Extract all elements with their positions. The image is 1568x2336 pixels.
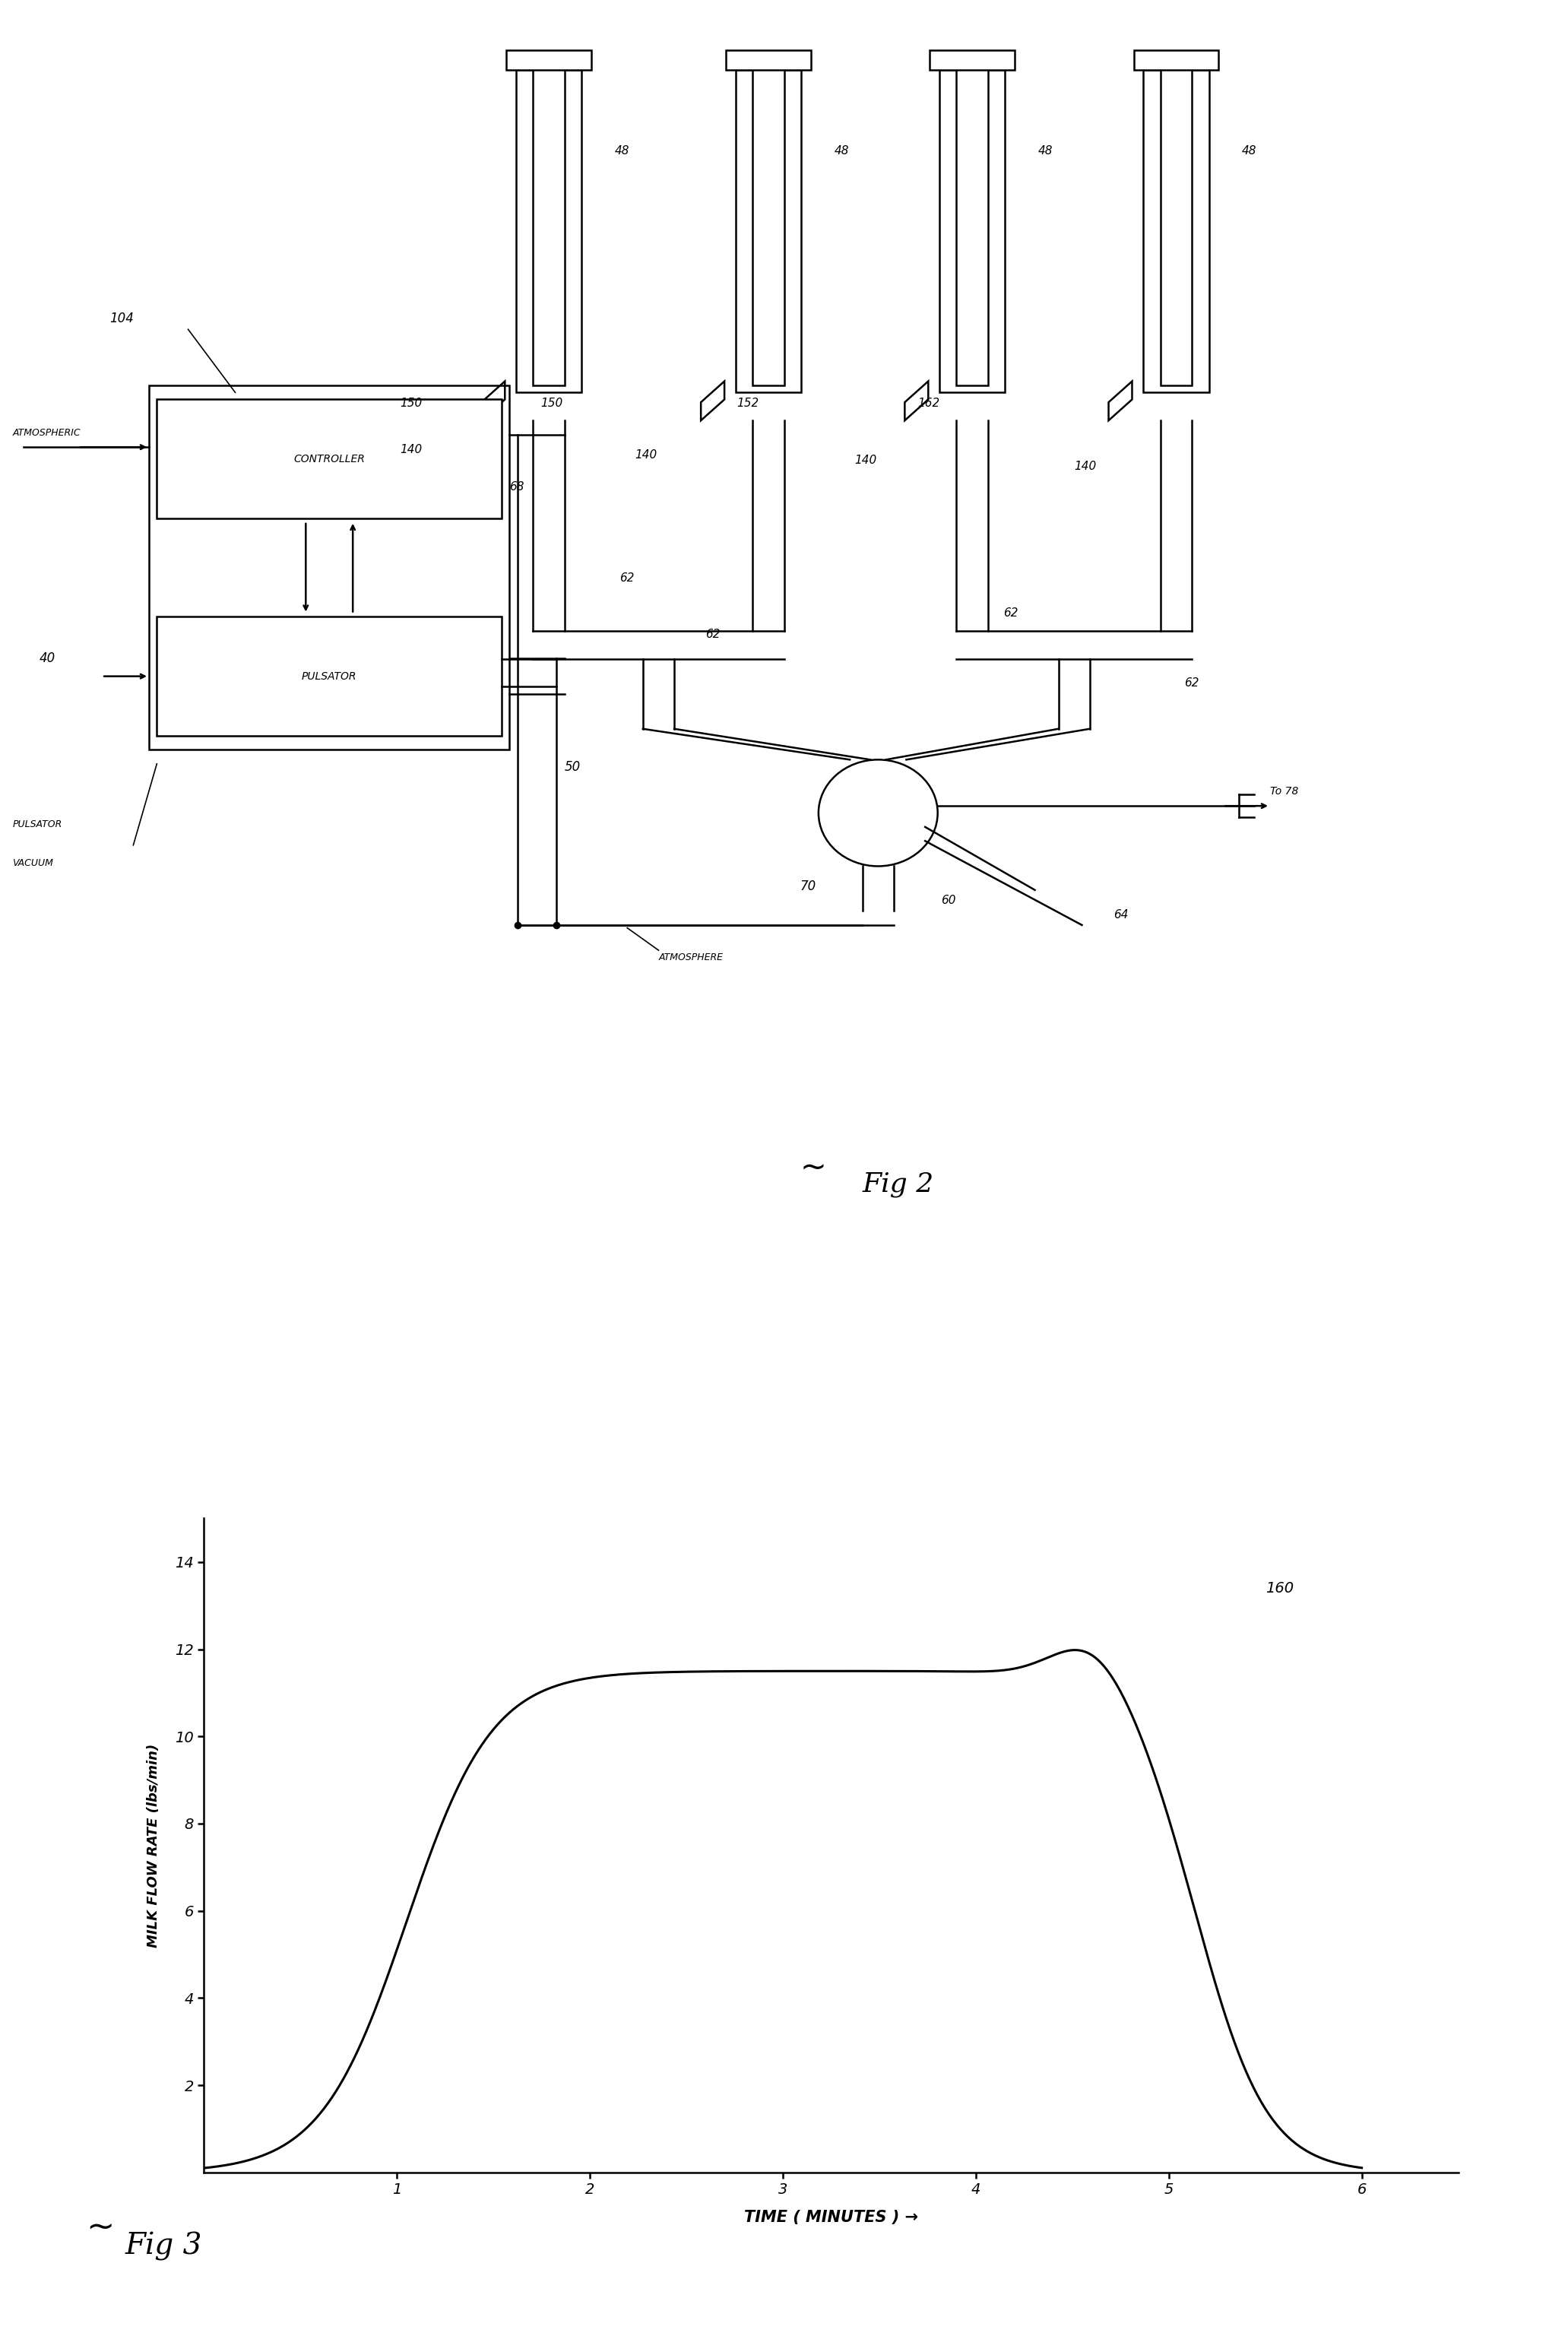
- Text: 68: 68: [510, 481, 524, 493]
- Text: ~: ~: [86, 2212, 114, 2245]
- Text: 40: 40: [39, 652, 55, 666]
- Text: 140: 140: [1074, 460, 1096, 472]
- Text: 152: 152: [737, 397, 759, 409]
- Polygon shape: [726, 51, 811, 70]
- Text: Fig 3: Fig 3: [125, 2231, 202, 2261]
- Text: 62: 62: [1004, 607, 1018, 619]
- Text: 62: 62: [706, 628, 720, 640]
- Bar: [157, 617, 502, 736]
- Text: 62: 62: [1184, 677, 1198, 689]
- Text: 50: 50: [564, 759, 580, 773]
- Polygon shape: [1160, 68, 1192, 385]
- Text: 60: 60: [941, 895, 955, 906]
- Text: 140: 140: [855, 456, 877, 467]
- Text: CONTROLLER: CONTROLLER: [293, 453, 365, 465]
- Text: 62: 62: [619, 572, 633, 584]
- Polygon shape: [1143, 70, 1209, 392]
- Text: 48: 48: [834, 145, 848, 157]
- Polygon shape: [735, 70, 801, 392]
- Text: 48: 48: [615, 145, 629, 157]
- Text: 64: 64: [1113, 909, 1127, 920]
- Polygon shape: [701, 381, 724, 420]
- Polygon shape: [533, 68, 564, 385]
- Text: 104: 104: [110, 311, 133, 325]
- Text: 150: 150: [541, 397, 563, 409]
- Bar: [157, 399, 502, 519]
- Text: 140: 140: [400, 444, 422, 456]
- Polygon shape: [753, 68, 784, 385]
- Text: PULSATOR: PULSATOR: [301, 670, 358, 682]
- Polygon shape: [516, 70, 582, 392]
- Polygon shape: [905, 381, 928, 420]
- Text: PULSATOR: PULSATOR: [13, 820, 63, 829]
- Text: 150: 150: [400, 397, 422, 409]
- Text: 160: 160: [1265, 1581, 1294, 1595]
- X-axis label: TIME ( MINUTES ) →: TIME ( MINUTES ) →: [743, 2210, 919, 2224]
- Text: 48: 48: [1242, 145, 1256, 157]
- Text: Fig 2: Fig 2: [862, 1170, 935, 1196]
- Polygon shape: [481, 381, 505, 420]
- Text: ATMOSPHERIC: ATMOSPHERIC: [13, 427, 80, 439]
- Text: ATMOSPHERE: ATMOSPHERE: [659, 953, 723, 962]
- Polygon shape: [1109, 381, 1132, 420]
- Bar: [149, 385, 510, 750]
- Text: To 78: To 78: [1270, 787, 1298, 797]
- Polygon shape: [939, 70, 1005, 392]
- Circle shape: [818, 759, 938, 867]
- Text: ~: ~: [800, 1152, 826, 1184]
- Polygon shape: [506, 51, 591, 70]
- Polygon shape: [956, 68, 988, 385]
- Y-axis label: MILK FLOW RATE (lbs/min): MILK FLOW RATE (lbs/min): [146, 1743, 160, 1948]
- Text: VACUUM: VACUUM: [13, 860, 53, 869]
- Text: 140: 140: [635, 449, 657, 460]
- Text: 70: 70: [800, 878, 815, 892]
- Text: 162: 162: [917, 397, 939, 409]
- Polygon shape: [1134, 51, 1218, 70]
- Polygon shape: [930, 51, 1014, 70]
- Text: 48: 48: [1038, 145, 1052, 157]
